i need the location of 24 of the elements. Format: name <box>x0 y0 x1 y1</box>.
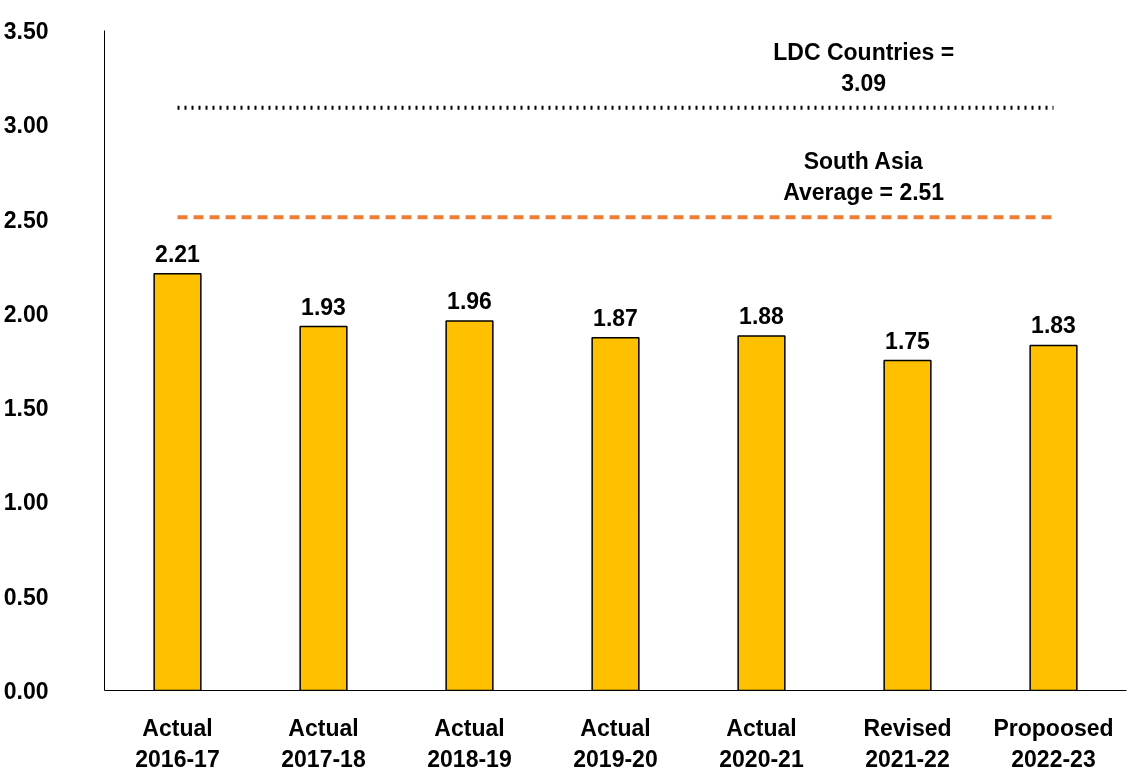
ref-line-label: South Asia Average = 2.51 <box>783 147 945 206</box>
y-tick-label: 2.50 <box>3 206 49 233</box>
x-tick-label: Actual 2020-21 <box>719 714 804 772</box>
x-tick-label: Actual 2019-20 <box>573 714 658 772</box>
data-label: 1.96 <box>447 287 492 314</box>
y-tick-label: 2.00 <box>3 300 49 327</box>
x-tick-label: Actual 2016-17 <box>135 714 220 772</box>
data-label: 1.83 <box>1031 312 1076 339</box>
y-tick-label: 3.50 <box>3 18 49 44</box>
y-tick-label: 1.00 <box>3 489 49 516</box>
data-label: 1.87 <box>593 304 638 331</box>
y-tick-label: 1.50 <box>3 395 49 422</box>
y-tick-label: 0.00 <box>3 678 49 704</box>
x-tick-label: Revised 2021-22 <box>863 714 952 772</box>
y-tick-label: 0.50 <box>3 583 49 610</box>
x-tick-label: Actual 2018-19 <box>427 714 512 772</box>
y-tick-label: 3.00 <box>3 112 49 139</box>
data-label: 1.75 <box>885 327 931 354</box>
x-tick-label: Propoosed 2022-23 <box>993 714 1114 772</box>
data-label: 1.93 <box>301 293 346 320</box>
ref-line-label: LDC Countries = 3.09 <box>773 38 955 96</box>
data-label: 2.21 <box>155 240 201 267</box>
data-label: 1.88 <box>739 302 785 329</box>
x-tick-label: Actual 2017-18 <box>281 714 366 772</box>
